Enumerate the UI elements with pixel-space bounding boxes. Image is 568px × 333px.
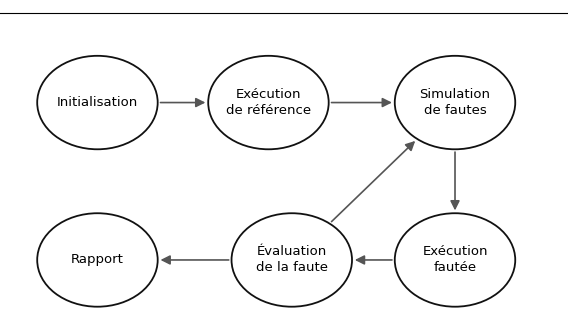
Ellipse shape [37,56,158,149]
Text: Exécution
de référence: Exécution de référence [226,88,311,117]
Ellipse shape [395,213,515,307]
Text: Rapport: Rapport [71,253,124,266]
Text: Initialisation: Initialisation [57,96,138,109]
Ellipse shape [37,213,158,307]
Ellipse shape [232,213,352,307]
Ellipse shape [208,56,329,149]
Text: Évaluation
de la faute: Évaluation de la faute [256,245,328,274]
Text: Exécution
fautée: Exécution fautée [422,245,488,274]
Ellipse shape [395,56,515,149]
Text: Simulation
de fautes: Simulation de fautes [420,88,491,117]
